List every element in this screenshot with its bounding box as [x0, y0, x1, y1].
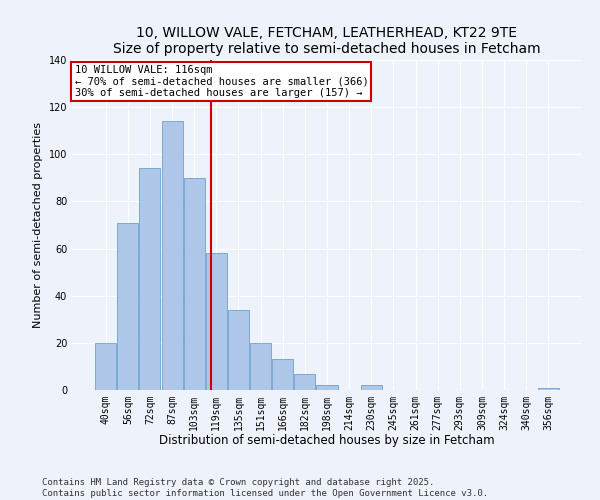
Text: 10 WILLOW VALE: 116sqm
← 70% of semi-detached houses are smaller (366)
30% of se: 10 WILLOW VALE: 116sqm ← 70% of semi-det… — [74, 65, 368, 98]
Bar — [361, 386, 382, 390]
Bar — [95, 343, 116, 390]
Bar — [250, 343, 271, 390]
Bar — [161, 122, 182, 390]
Bar — [272, 360, 293, 390]
Bar — [316, 386, 338, 390]
Bar — [139, 168, 160, 390]
Bar — [206, 254, 227, 390]
Y-axis label: Number of semi-detached properties: Number of semi-detached properties — [33, 122, 43, 328]
Bar — [538, 388, 559, 390]
Title: 10, WILLOW VALE, FETCHAM, LEATHERHEAD, KT22 9TE
Size of property relative to sem: 10, WILLOW VALE, FETCHAM, LEATHERHEAD, K… — [113, 26, 541, 56]
Bar — [228, 310, 249, 390]
Bar — [118, 222, 139, 390]
Bar — [295, 374, 316, 390]
X-axis label: Distribution of semi-detached houses by size in Fetcham: Distribution of semi-detached houses by … — [159, 434, 495, 448]
Bar — [184, 178, 205, 390]
Text: Contains HM Land Registry data © Crown copyright and database right 2025.
Contai: Contains HM Land Registry data © Crown c… — [42, 478, 488, 498]
